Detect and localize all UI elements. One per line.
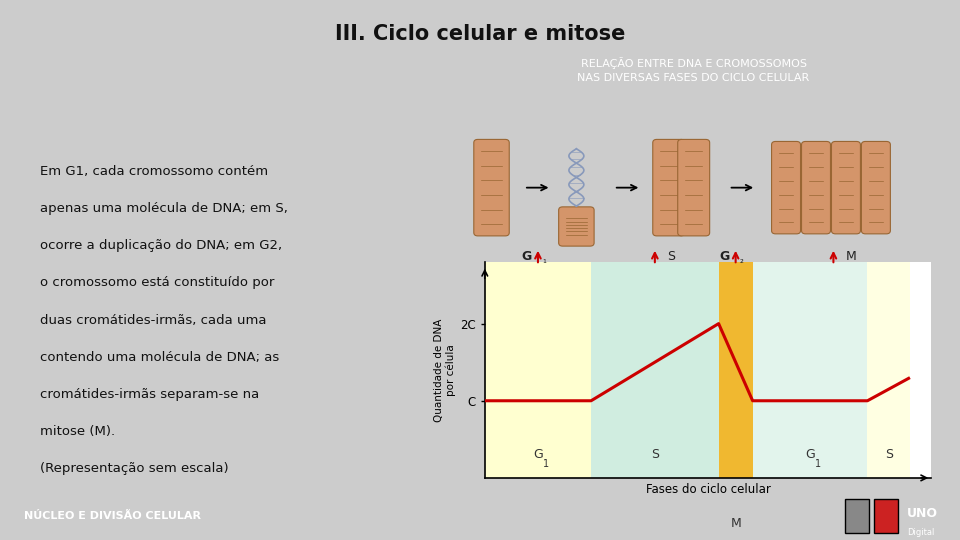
Bar xyxy=(753,262,868,478)
FancyBboxPatch shape xyxy=(772,141,801,234)
Text: S: S xyxy=(651,448,659,461)
Text: III. Ciclo celular e mitose: III. Ciclo celular e mitose xyxy=(335,24,625,44)
Y-axis label: Quantidade de DNA
por célula: Quantidade de DNA por célula xyxy=(434,318,456,422)
Text: ₁: ₁ xyxy=(542,255,546,265)
Text: G: G xyxy=(805,448,815,461)
Text: ₂: ₂ xyxy=(740,255,744,265)
Text: NÚCLEO E DIVISÃO CELULAR: NÚCLEO E DIVISÃO CELULAR xyxy=(24,511,201,521)
Text: duas cromátides-irmãs, cada uma: duas cromátides-irmãs, cada uma xyxy=(40,314,267,327)
Bar xyxy=(868,262,910,478)
FancyBboxPatch shape xyxy=(559,207,594,246)
Bar xyxy=(719,262,753,478)
Text: G: G xyxy=(533,448,542,461)
Text: UNO: UNO xyxy=(907,507,938,520)
Text: 1: 1 xyxy=(542,459,549,469)
Text: S: S xyxy=(667,250,676,263)
Text: S: S xyxy=(885,448,893,461)
Text: G: G xyxy=(521,250,532,263)
Text: M: M xyxy=(846,250,857,263)
FancyBboxPatch shape xyxy=(474,139,509,236)
FancyBboxPatch shape xyxy=(678,139,709,236)
Text: x: x xyxy=(882,511,889,521)
Text: cromátides-irmãs separam-se na: cromátides-irmãs separam-se na xyxy=(40,388,259,401)
Text: 1: 1 xyxy=(815,459,821,469)
FancyBboxPatch shape xyxy=(831,141,860,234)
FancyBboxPatch shape xyxy=(861,141,890,234)
X-axis label: Fases do ciclo celular: Fases do ciclo celular xyxy=(645,483,771,496)
Text: Digital: Digital xyxy=(907,528,935,537)
FancyBboxPatch shape xyxy=(802,141,830,234)
FancyBboxPatch shape xyxy=(874,499,898,532)
Text: G: G xyxy=(719,250,730,263)
Text: RELAÇÃO ENTRE DNA E CROMOSSOMOS
NAS DIVERSAS FASES DO CICLO CELULAR: RELAÇÃO ENTRE DNA E CROMOSSOMOS NAS DIVE… xyxy=(578,57,809,83)
Text: i: i xyxy=(855,511,858,521)
FancyBboxPatch shape xyxy=(653,139,684,236)
Text: apenas uma molécula de DNA; em S,: apenas uma molécula de DNA; em S, xyxy=(40,202,288,215)
FancyBboxPatch shape xyxy=(845,499,869,532)
Text: contendo uma molécula de DNA; as: contendo uma molécula de DNA; as xyxy=(40,351,279,364)
Text: M: M xyxy=(731,517,741,530)
Bar xyxy=(485,262,591,478)
Text: mitose (M).: mitose (M). xyxy=(40,425,115,438)
Text: (Representação sem escala): (Representação sem escala) xyxy=(40,462,228,475)
Text: ocorre a duplicação do DNA; em G2,: ocorre a duplicação do DNA; em G2, xyxy=(40,239,282,252)
Text: o cromossomo está constituído por: o cromossomo está constituído por xyxy=(40,276,275,289)
Text: Em G1, cada cromossomo contém: Em G1, cada cromossomo contém xyxy=(40,165,269,178)
Bar xyxy=(591,262,719,478)
